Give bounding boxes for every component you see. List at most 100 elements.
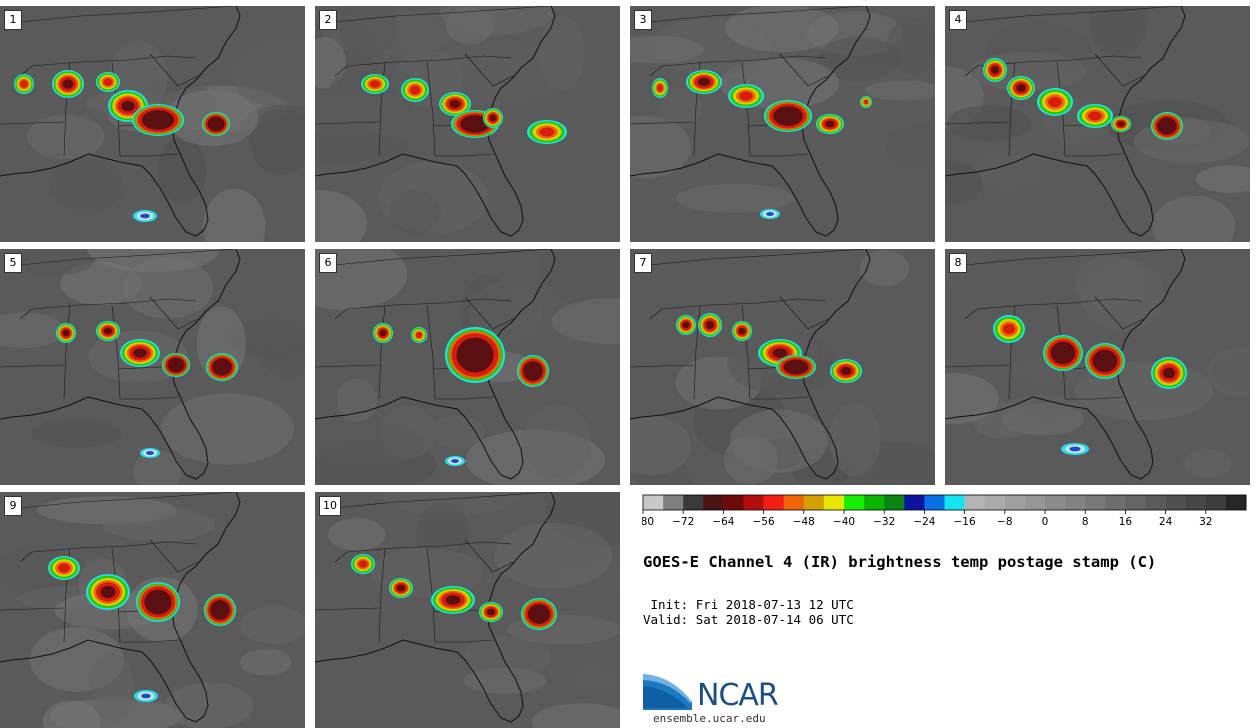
- state-border: [426, 61, 436, 157]
- cloud-texture: [1088, 6, 1148, 57]
- convective-cell: [738, 327, 746, 335]
- coastline: [315, 249, 556, 480]
- cloud-texture: [389, 189, 441, 235]
- state-border: [464, 296, 514, 330]
- convective-cell: [486, 608, 496, 616]
- convective-cell: [358, 560, 368, 568]
- convective-cell: [1016, 83, 1026, 93]
- cloud-texture: [101, 508, 216, 541]
- member-label-5: 5: [4, 253, 22, 273]
- convective-cell: [449, 99, 461, 109]
- cloud-texture: [1183, 449, 1233, 478]
- colorbar-bin-3: [703, 495, 724, 510]
- convective-cell: [103, 78, 113, 86]
- state-border: [964, 6, 1181, 23]
- colorbar-tick-label: 16: [1119, 516, 1133, 528]
- convective-cell: [144, 589, 172, 615]
- colorbar-bin-24: [1125, 495, 1146, 510]
- colorbar-bin-4: [723, 495, 744, 510]
- state-border: [750, 153, 809, 157]
- state-border: [649, 65, 663, 77]
- state-border: [976, 55, 1142, 67]
- convective-cell: [451, 459, 459, 463]
- state-border: [661, 55, 827, 67]
- colorbar-bin-26: [1165, 495, 1186, 510]
- cloud-texture: [551, 298, 620, 345]
- state-border: [693, 304, 701, 400]
- cloud-texture: [42, 700, 101, 728]
- cloud-texture: [328, 518, 386, 551]
- cloud-texture: [203, 188, 266, 242]
- convective-cell: [167, 357, 185, 373]
- convective-cell: [103, 327, 113, 335]
- convective-cell: [539, 127, 555, 137]
- cloud-texture: [630, 115, 691, 179]
- cloud-texture: [1152, 195, 1236, 242]
- convective-cell: [527, 604, 551, 624]
- cloud-texture: [315, 421, 425, 467]
- colorbar-bin-19: [1024, 495, 1046, 510]
- coastline: [0, 249, 241, 480]
- convective-cell: [212, 358, 232, 376]
- member-panel-7: 7: [630, 249, 935, 485]
- cloud-texture: [630, 35, 704, 64]
- state-border: [426, 304, 436, 400]
- state-border: [964, 65, 978, 77]
- colorbar-bin-7: [783, 495, 805, 510]
- state-border: [741, 61, 751, 157]
- colorbar-bin-16: [964, 495, 985, 510]
- cloud-texture: [50, 157, 124, 213]
- cloud-texture: [464, 636, 552, 679]
- cloud-texture: [14, 249, 94, 276]
- convective-cell: [825, 120, 835, 128]
- ncar-logo[interactable]: NCAR ensemble.ucar.edu: [642, 672, 792, 728]
- convective-cell: [445, 595, 461, 605]
- colorbar-tick-label: −16: [954, 516, 976, 528]
- cloud-texture: [157, 137, 207, 203]
- state-border: [346, 298, 512, 310]
- cloud-texture: [972, 147, 1046, 192]
- cloud-texture: [540, 249, 620, 306]
- map-5: [0, 249, 305, 485]
- colorbar-tick-label: −48: [793, 516, 815, 528]
- colorbar-bin-18: [1004, 495, 1026, 510]
- convective-cell: [141, 693, 151, 699]
- state-border: [649, 308, 663, 320]
- convective-cell: [141, 110, 175, 130]
- valid-time: Valid: Sat 2018-07-14 06 UTC: [643, 597, 854, 627]
- valid-value: Sat 2018-07-14 06 UTC: [695, 612, 854, 627]
- cloud-texture: [87, 249, 221, 273]
- cloud-texture: [523, 405, 591, 478]
- state-border: [346, 55, 512, 67]
- coastline: [630, 6, 871, 237]
- convective-cell: [1092, 349, 1118, 373]
- colorbar-bin-29: [1225, 495, 1247, 510]
- colorbar-bin-28: [1205, 495, 1227, 510]
- state-border: [19, 249, 236, 266]
- state-border: [649, 6, 866, 23]
- state-border: [19, 492, 236, 509]
- member-panel-10: 10: [315, 492, 620, 728]
- convective-cell: [1157, 117, 1177, 135]
- colorbar-bin-14: [924, 495, 945, 510]
- colorbar-tick-label: −72: [672, 516, 694, 528]
- colorbar-tick-label: 8: [1082, 516, 1089, 528]
- convective-cell: [863, 99, 869, 105]
- colorbar-bin-23: [1105, 495, 1126, 510]
- map-7: [630, 249, 935, 485]
- cloud-texture: [230, 36, 305, 111]
- state-border: [19, 308, 33, 320]
- cloud-texture: [32, 418, 122, 448]
- state-border: [334, 6, 551, 23]
- convective-cell: [523, 361, 543, 381]
- colorbar-bin-5: [743, 495, 764, 510]
- state-border: [315, 607, 380, 611]
- colorbar-bin-9: [823, 495, 845, 510]
- cloud-texture: [90, 653, 135, 722]
- ncar-swoosh-icon: [643, 674, 692, 710]
- state-border: [0, 364, 65, 368]
- cloud-texture: [659, 88, 702, 128]
- convective-cell: [396, 584, 406, 592]
- state-border: [120, 639, 179, 643]
